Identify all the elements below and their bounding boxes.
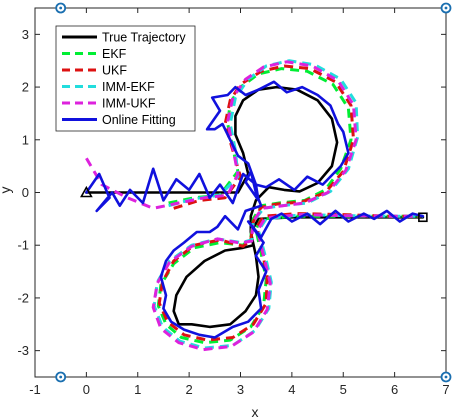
start-marker xyxy=(80,185,93,198)
end-marker xyxy=(418,212,428,223)
x-tick-label: 5 xyxy=(340,382,347,397)
legend-label: IMM-UKF xyxy=(102,97,156,111)
legend-label: IMM-EKF xyxy=(102,80,155,94)
x-tick-label: -1 xyxy=(29,382,41,397)
y-tick-label: -3 xyxy=(17,343,29,358)
axes: -1 0 1 2 3 4 5 6 7 -3 -2 -1 0 1 2 3 xyxy=(17,2,452,397)
legend-label: True Trajectory xyxy=(102,31,186,45)
corner-marker-dot xyxy=(444,375,448,379)
corner-marker-dot xyxy=(444,6,448,10)
plot-area xyxy=(80,59,428,352)
y-axis-label: y xyxy=(0,187,13,194)
x-tick-label: 2 xyxy=(186,382,193,397)
x-tick-label: 0 xyxy=(83,382,90,397)
y-tick-label: -2 xyxy=(17,290,29,305)
series-line-imm-ukf xyxy=(85,60,421,352)
x-tick-label: 4 xyxy=(288,382,295,397)
x-tick-label: 3 xyxy=(237,382,244,397)
corner-marker-dot xyxy=(59,375,63,379)
legend-box xyxy=(55,25,196,132)
x-tick-label: 6 xyxy=(391,382,398,397)
series-group xyxy=(85,59,425,352)
series-line-ukf xyxy=(157,64,421,342)
legend: True Trajectory EKF UKF IMM-EKF IMM-UKF Onlin… xyxy=(55,25,196,132)
x-tick-label: 7 xyxy=(442,382,449,397)
x-axis-label: x xyxy=(252,404,259,420)
legend-label: Online Fitting xyxy=(102,113,176,127)
corner-marker-dot xyxy=(59,6,63,10)
y-tick-label: 0 xyxy=(22,185,29,200)
y-tick-label: 2 xyxy=(22,80,29,95)
legend-label: EKF xyxy=(102,47,127,61)
x-tick-label: 1 xyxy=(134,382,141,397)
y-tick-label: 1 xyxy=(22,132,29,147)
y-tick-label: -1 xyxy=(17,238,29,253)
series-line-online-fitting xyxy=(85,80,425,339)
legend-label: UKF xyxy=(102,64,127,78)
y-tick-label: 3 xyxy=(22,27,29,42)
